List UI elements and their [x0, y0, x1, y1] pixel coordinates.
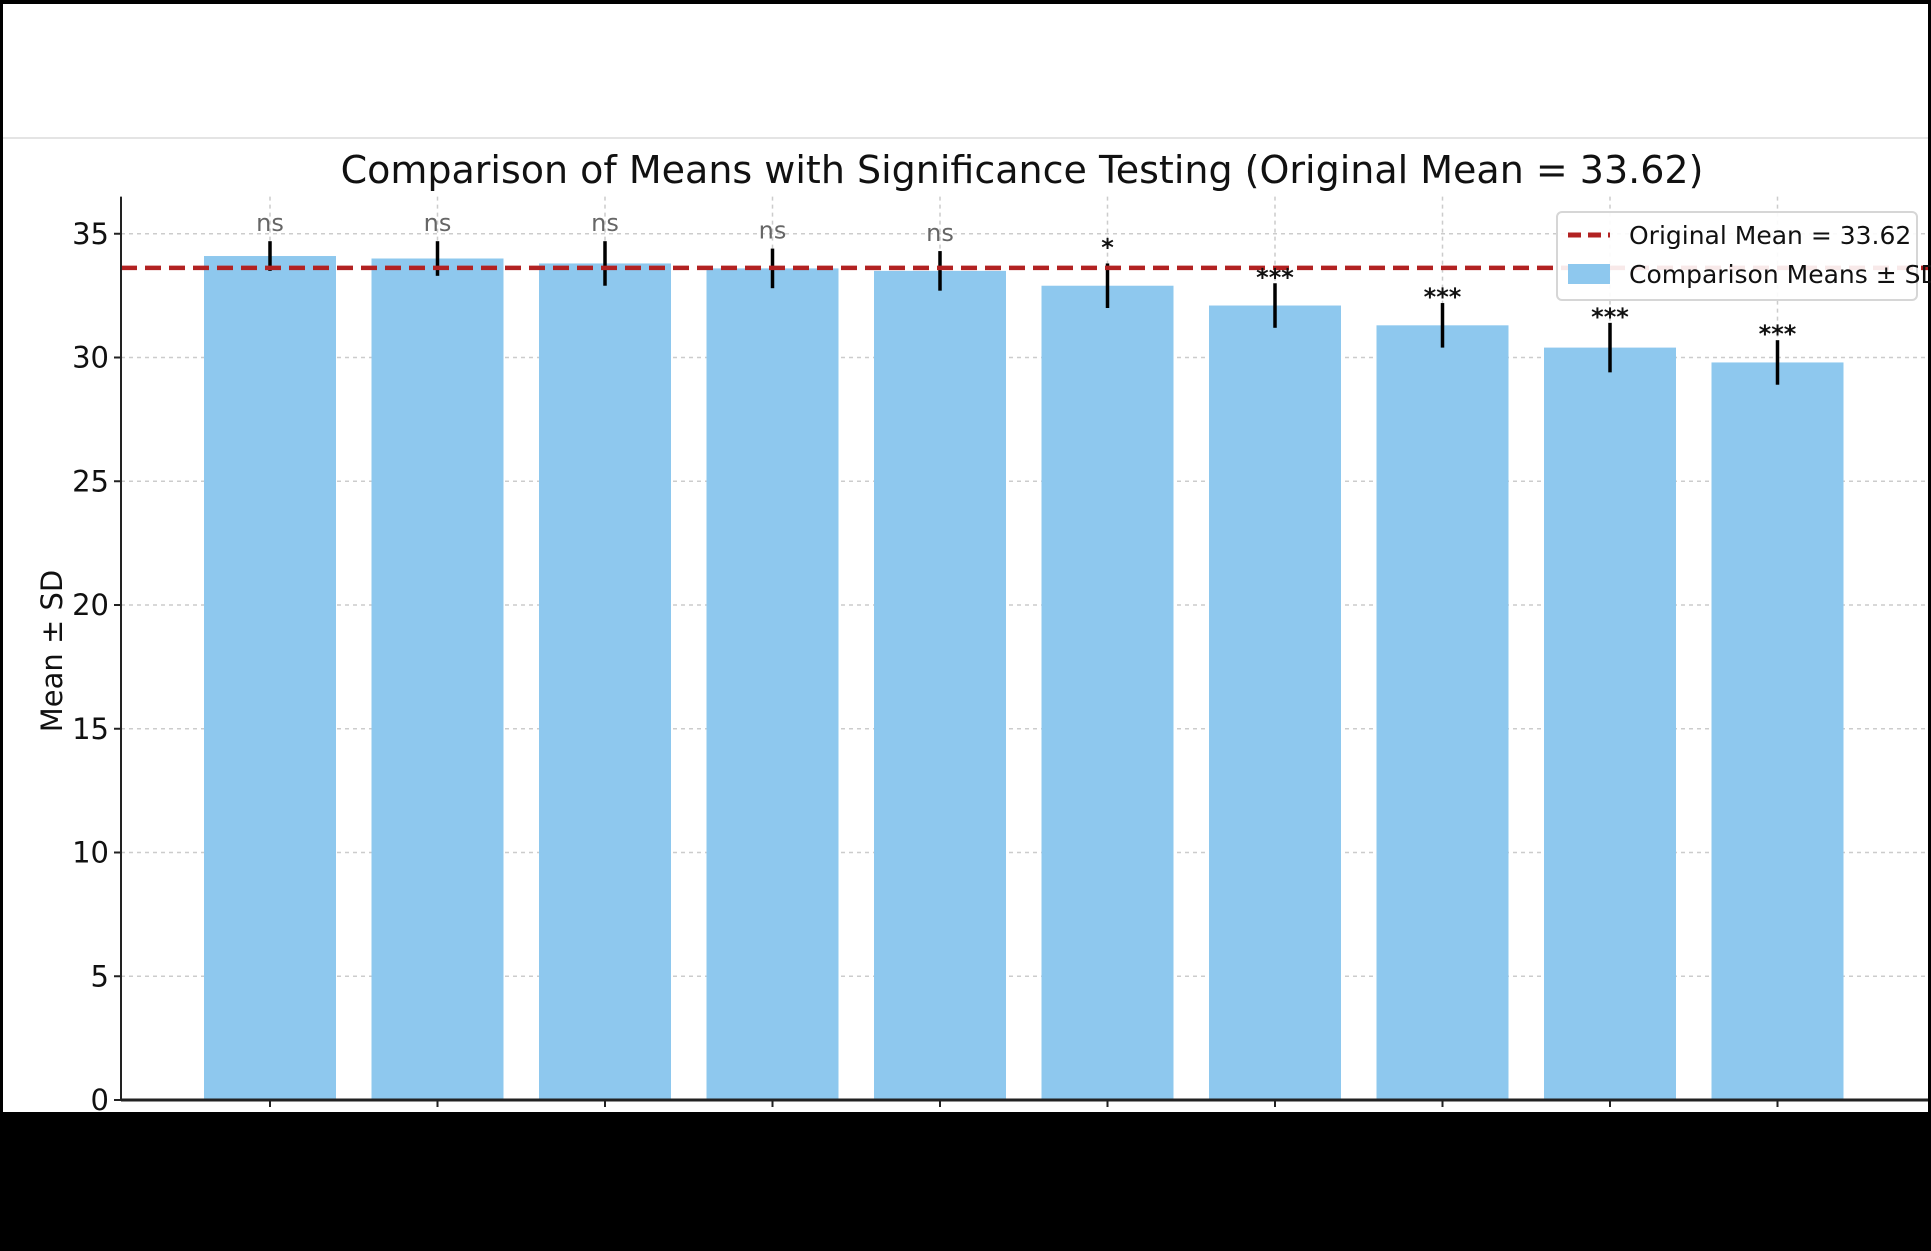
- y-tick-label: 20: [72, 588, 109, 622]
- bar: [539, 263, 671, 1100]
- chart-title: Comparison of Means with Significance Te…: [341, 148, 1704, 192]
- bars-layer: [204, 256, 1844, 1101]
- significance-label: ***: [1759, 320, 1797, 348]
- significance-label: ***: [1424, 283, 1462, 311]
- significance-label: ***: [1256, 263, 1294, 291]
- y-tick-label: 0: [91, 1083, 109, 1117]
- bar: [1041, 285, 1174, 1101]
- significance-label: ns: [926, 219, 954, 247]
- significance-label: ns: [424, 209, 452, 237]
- significance-layer: ns ns ns ns ns*************: [256, 209, 1797, 348]
- bar: [706, 268, 839, 1100]
- bar: [1376, 325, 1509, 1100]
- significance-label: ns: [759, 217, 787, 245]
- bar: [204, 256, 336, 1100]
- bar: [1209, 305, 1341, 1100]
- significance-label: ns: [256, 209, 284, 237]
- y-tick-label: 15: [72, 712, 109, 746]
- bar: [874, 270, 1006, 1100]
- legend-label-comparison-means: Comparison Means ± SD: [1629, 260, 1931, 289]
- y-tick-label: 10: [72, 836, 109, 870]
- y-tick-label: 30: [72, 341, 109, 375]
- bar: [371, 258, 504, 1100]
- significance-label: ***: [1591, 303, 1629, 331]
- legend-box: [1556, 211, 1918, 301]
- legend: Original Mean = 33.62 Comparison Means ±…: [1556, 211, 1931, 301]
- y-axis-label: Mean ± SD: [35, 570, 69, 733]
- axis-layer: 0 5 10 15 20 25 30 35: [72, 196, 1928, 1117]
- bar: [1544, 347, 1676, 1101]
- y-tick-label: 25: [72, 464, 109, 498]
- significance-label: *: [1101, 233, 1114, 261]
- y-tick-label: 5: [91, 959, 109, 993]
- bar: [1711, 362, 1844, 1100]
- significance-label: ns: [591, 209, 619, 237]
- legend-bar-swatch: [1568, 264, 1610, 284]
- y-tick-label: 35: [72, 217, 109, 251]
- legend-label-original-mean: Original Mean = 33.62: [1629, 221, 1911, 250]
